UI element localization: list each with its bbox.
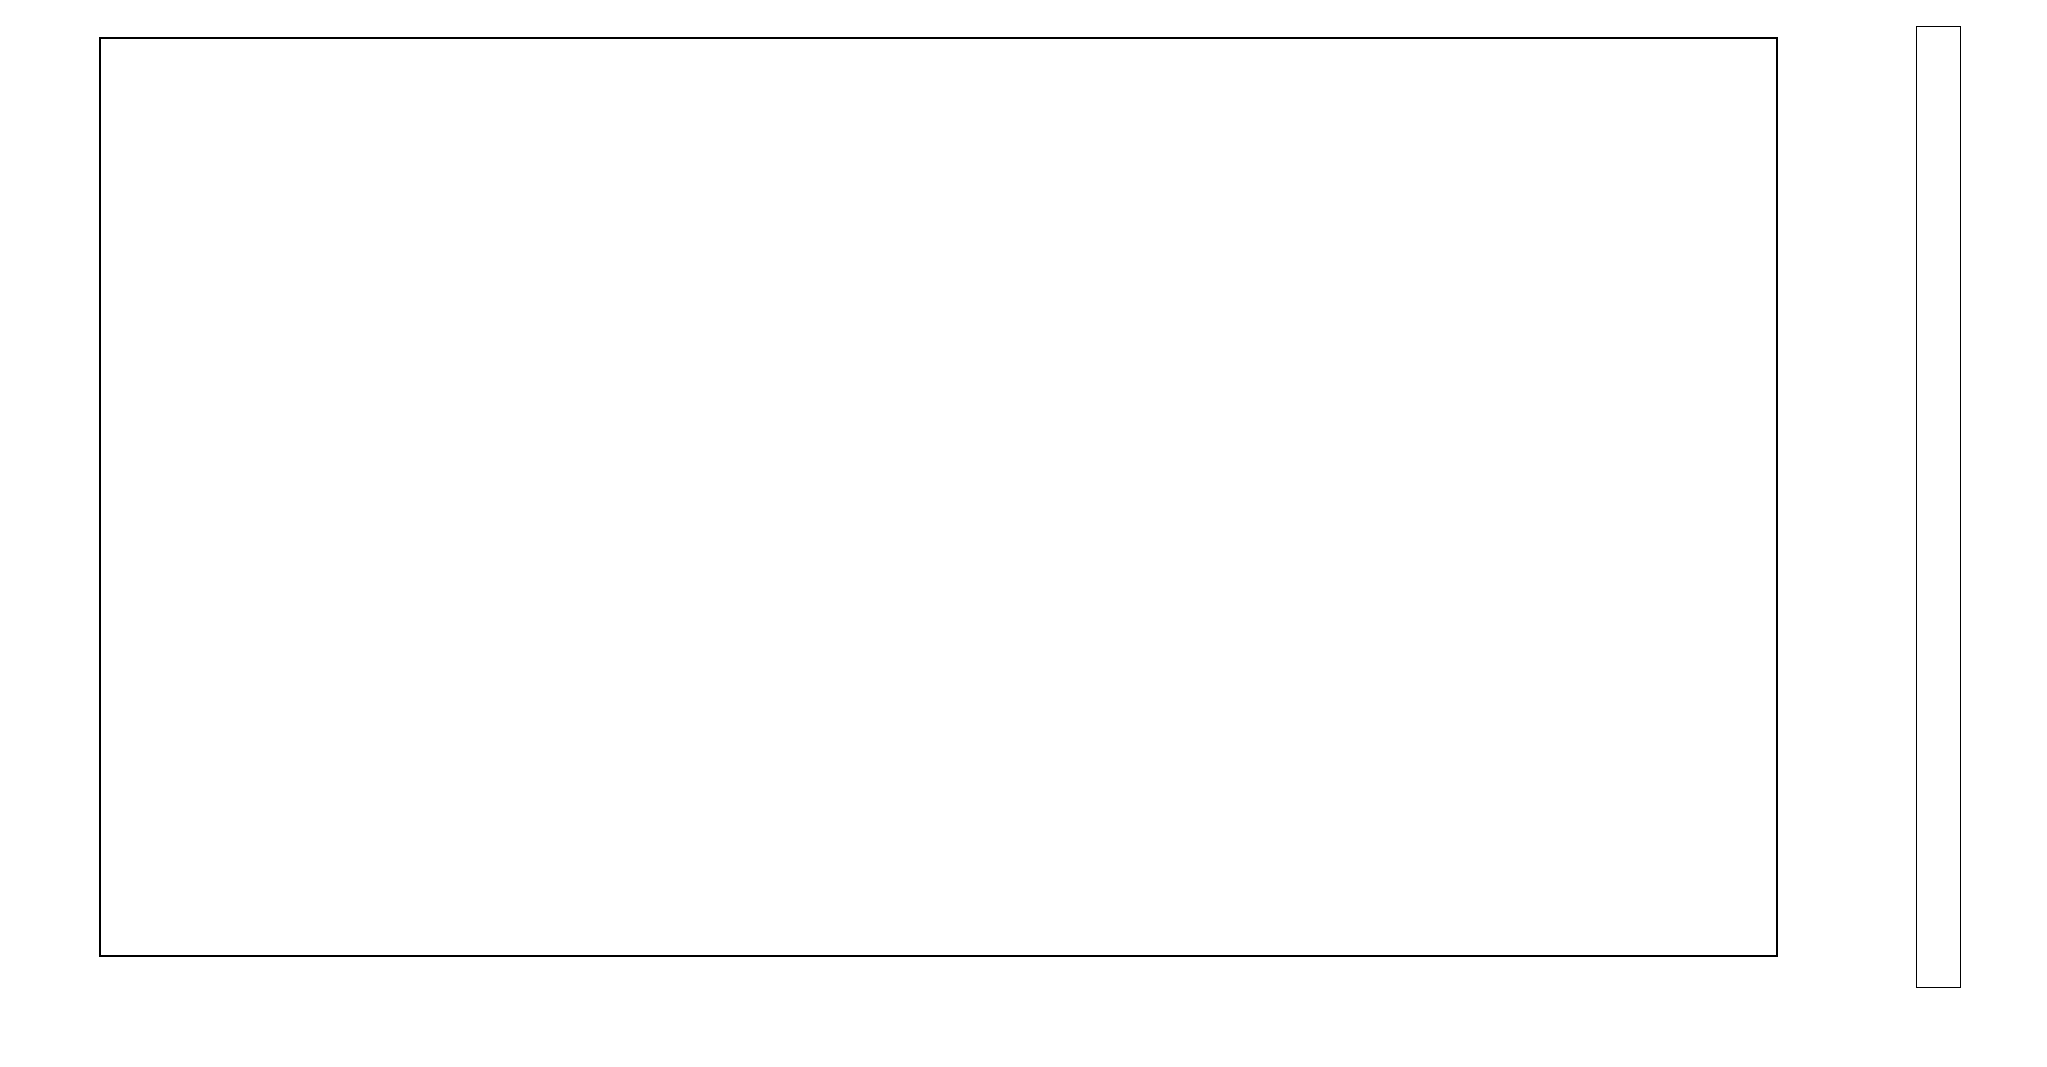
colorbar [1916, 26, 1961, 988]
plot-area [99, 37, 1778, 957]
spectrogram-image [100, 38, 1777, 956]
